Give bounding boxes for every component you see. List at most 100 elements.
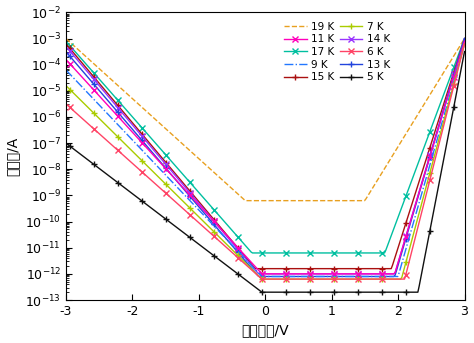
13 K <box>462 36 467 40</box>
6 K <box>301 277 307 281</box>
6 K <box>462 42 467 46</box>
15 K <box>64 43 70 47</box>
15 K <box>301 267 306 271</box>
Line: 14 K: 14 K <box>63 35 468 277</box>
17 K <box>301 251 306 255</box>
5 K <box>426 236 431 240</box>
19 K <box>64 38 70 42</box>
Line: 19 K: 19 K <box>66 38 465 201</box>
9 K <box>401 257 406 261</box>
19 K <box>462 36 467 40</box>
9 K <box>260 274 266 279</box>
17 K <box>63 39 69 43</box>
7 K <box>260 277 266 281</box>
15 K <box>254 267 259 271</box>
13 K <box>426 159 431 163</box>
7 K <box>64 85 70 89</box>
15 K <box>63 42 69 46</box>
9 K <box>309 274 314 279</box>
14 K <box>301 272 306 276</box>
5 K <box>309 290 314 294</box>
19 K <box>243 199 249 203</box>
Line: 17 K: 17 K <box>63 35 468 256</box>
15 K <box>301 267 307 271</box>
11 K <box>426 159 431 163</box>
9 K <box>426 168 431 172</box>
6 K <box>426 184 431 188</box>
11 K <box>401 244 406 248</box>
7 K <box>401 270 406 274</box>
13 K <box>256 274 262 279</box>
11 K <box>462 39 467 43</box>
15 K <box>462 36 467 40</box>
Line: 11 K: 11 K <box>63 38 468 277</box>
14 K <box>401 244 406 248</box>
11 K <box>63 57 69 61</box>
6 K <box>260 277 266 281</box>
15 K <box>401 229 406 234</box>
13 K <box>64 51 70 55</box>
Line: 6 K: 6 K <box>63 40 468 282</box>
9 K <box>63 68 69 72</box>
11 K <box>301 272 306 276</box>
15 K <box>309 267 314 271</box>
13 K <box>301 274 306 279</box>
7 K <box>63 84 69 88</box>
17 K <box>426 133 431 138</box>
17 K <box>64 40 70 45</box>
Line: 15 K: 15 K <box>63 35 468 272</box>
9 K <box>301 274 306 279</box>
17 K <box>301 251 307 255</box>
19 K <box>401 136 406 140</box>
14 K <box>426 158 431 162</box>
6 K <box>301 277 306 281</box>
9 K <box>301 274 307 279</box>
5 K <box>63 141 69 145</box>
19 K <box>426 95 431 99</box>
13 K <box>301 274 307 279</box>
6 K <box>401 277 406 281</box>
Line: 13 K: 13 K <box>63 35 468 280</box>
11 K <box>64 59 70 63</box>
11 K <box>309 272 314 276</box>
19 K <box>301 199 307 203</box>
13 K <box>309 274 314 279</box>
7 K <box>462 42 467 46</box>
13 K <box>63 49 69 54</box>
14 K <box>64 46 70 50</box>
Legend: 19 K, 11 K, 17 K, 9 K, 15 K, 7 K, 14 K, 6 K, 13 K, 5 K: 19 K, 11 K, 17 K, 9 K, 15 K, 7 K, 14 K, … <box>280 17 394 86</box>
Line: 7 K: 7 K <box>63 40 468 282</box>
5 K <box>260 290 266 294</box>
19 K <box>63 36 69 40</box>
X-axis label: 偏置电压/V: 偏置电压/V <box>241 323 289 338</box>
5 K <box>64 142 70 146</box>
5 K <box>301 290 307 294</box>
17 K <box>401 201 406 205</box>
5 K <box>462 49 467 54</box>
13 K <box>401 246 406 250</box>
6 K <box>64 103 70 107</box>
Line: 9 K: 9 K <box>66 44 465 276</box>
9 K <box>462 42 467 46</box>
14 K <box>63 44 69 48</box>
17 K <box>250 251 255 255</box>
5 K <box>301 290 306 294</box>
19 K <box>309 199 314 203</box>
7 K <box>301 277 307 281</box>
Line: 5 K: 5 K <box>63 48 468 295</box>
7 K <box>301 277 306 281</box>
11 K <box>260 272 266 276</box>
9 K <box>64 69 70 73</box>
11 K <box>301 272 307 276</box>
5 K <box>401 290 406 294</box>
7 K <box>426 176 431 180</box>
7 K <box>309 277 314 281</box>
17 K <box>462 36 467 40</box>
14 K <box>256 272 262 276</box>
Y-axis label: 暗电流/A: 暗电流/A <box>6 137 19 176</box>
14 K <box>309 272 314 276</box>
15 K <box>426 150 431 154</box>
6 K <box>63 102 69 106</box>
14 K <box>301 272 307 276</box>
6 K <box>309 277 314 281</box>
